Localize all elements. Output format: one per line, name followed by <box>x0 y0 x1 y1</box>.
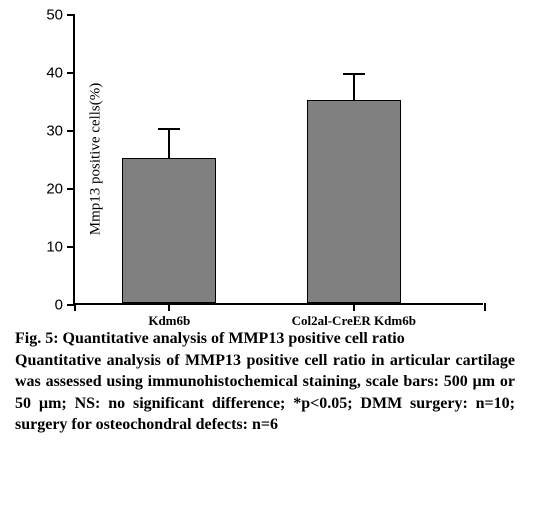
figure-caption: Fig. 5: Quantitative analysis of MMP13 p… <box>15 328 515 436</box>
error-bar <box>353 74 355 100</box>
y-tick <box>67 188 75 190</box>
y-tick-label: 0 <box>55 297 63 314</box>
y-tick-label: 30 <box>46 123 63 140</box>
x-tick-label: Col2al-CreER Kdm6b <box>292 313 416 329</box>
error-bar-cap <box>158 128 180 130</box>
error-bar-cap <box>343 73 365 75</box>
y-tick-label: 10 <box>46 239 63 256</box>
plot-region: Mmp13 positive cells(%) 01020304050Kdm6b… <box>73 15 483 305</box>
y-tick-label: 50 <box>46 7 63 24</box>
caption-body: Quantitative analysis of MMP13 positive … <box>15 350 515 436</box>
x-tick <box>484 303 486 311</box>
y-tick <box>67 246 75 248</box>
x-tick-label: Kdm6b <box>148 313 190 329</box>
caption-title: Fig. 5: Quantitative analysis of MMP13 p… <box>15 328 515 350</box>
y-tick-label: 40 <box>46 65 63 82</box>
x-tick <box>353 303 355 311</box>
chart-area: Mmp13 positive cells(%) 01020304050Kdm6b… <box>73 15 483 305</box>
x-tick <box>74 303 76 311</box>
y-tick <box>67 72 75 74</box>
y-tick <box>67 14 75 16</box>
y-tick-label: 20 <box>46 181 63 198</box>
bar <box>307 100 401 303</box>
y-tick <box>67 130 75 132</box>
x-tick <box>168 303 170 311</box>
error-bar <box>168 129 170 158</box>
bar <box>122 158 216 303</box>
y-axis-label: Mmp13 positive cells(%) <box>88 83 105 235</box>
